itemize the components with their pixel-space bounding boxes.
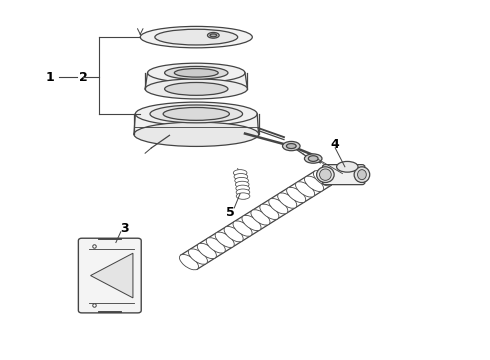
Ellipse shape: [319, 169, 331, 180]
Ellipse shape: [314, 171, 333, 186]
Ellipse shape: [295, 182, 315, 197]
Text: 3: 3: [120, 222, 128, 235]
Bar: [134, 114, 259, 134]
Ellipse shape: [140, 26, 252, 48]
Ellipse shape: [233, 221, 252, 236]
Ellipse shape: [242, 215, 261, 231]
Ellipse shape: [215, 232, 234, 247]
FancyBboxPatch shape: [322, 165, 365, 185]
Ellipse shape: [234, 174, 248, 180]
Ellipse shape: [283, 141, 300, 151]
Ellipse shape: [236, 185, 249, 192]
Ellipse shape: [278, 193, 297, 208]
Ellipse shape: [145, 79, 247, 99]
Ellipse shape: [235, 177, 248, 184]
Ellipse shape: [179, 255, 198, 270]
Ellipse shape: [174, 68, 218, 77]
Ellipse shape: [155, 29, 238, 45]
Ellipse shape: [147, 63, 245, 82]
Ellipse shape: [287, 144, 296, 149]
Ellipse shape: [269, 198, 288, 214]
Ellipse shape: [207, 32, 219, 38]
FancyBboxPatch shape: [78, 238, 141, 313]
Ellipse shape: [308, 156, 318, 161]
Ellipse shape: [135, 102, 257, 126]
Ellipse shape: [235, 181, 249, 188]
Ellipse shape: [354, 167, 370, 183]
Text: 5: 5: [226, 206, 235, 219]
Ellipse shape: [165, 66, 228, 79]
Text: 4: 4: [331, 139, 340, 152]
Ellipse shape: [224, 226, 243, 242]
Ellipse shape: [134, 122, 259, 147]
Ellipse shape: [236, 189, 250, 195]
Ellipse shape: [150, 105, 243, 123]
Ellipse shape: [236, 193, 250, 199]
Ellipse shape: [337, 161, 358, 172]
Ellipse shape: [188, 249, 207, 264]
Ellipse shape: [197, 243, 217, 258]
Ellipse shape: [358, 170, 367, 180]
Ellipse shape: [163, 108, 229, 120]
Ellipse shape: [317, 167, 334, 183]
Ellipse shape: [260, 204, 279, 220]
Ellipse shape: [210, 34, 217, 37]
Text: 2: 2: [79, 71, 88, 84]
Polygon shape: [91, 253, 133, 298]
Ellipse shape: [206, 238, 225, 253]
Ellipse shape: [304, 176, 323, 192]
Text: 1: 1: [46, 71, 54, 84]
Ellipse shape: [233, 170, 247, 176]
Ellipse shape: [165, 82, 228, 95]
Ellipse shape: [304, 154, 322, 163]
Ellipse shape: [287, 187, 306, 203]
Bar: [145, 73, 247, 89]
Ellipse shape: [251, 210, 270, 225]
